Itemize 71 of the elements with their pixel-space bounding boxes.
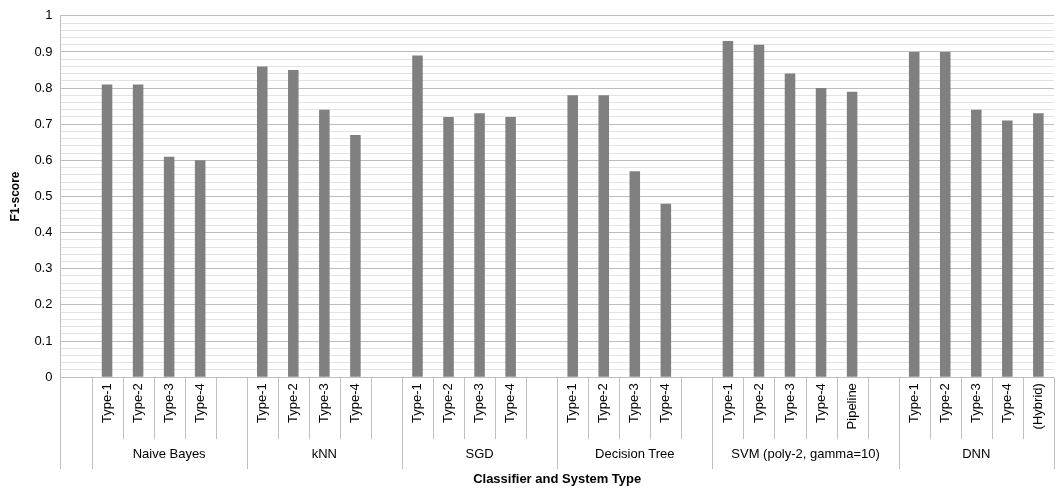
y-tick-label: 0.9	[34, 43, 53, 59]
bar	[971, 109, 982, 377]
y-tick-label: 0	[45, 368, 53, 384]
y-axis-title: F1-score	[7, 171, 22, 222]
y-tick-label: 0.2	[34, 296, 53, 312]
text: DNN	[962, 445, 991, 461]
text: SGD	[465, 445, 494, 461]
bar	[598, 95, 610, 377]
text: Decision Tree	[595, 445, 675, 461]
bar	[908, 51, 920, 377]
bar	[722, 41, 734, 377]
text: SVM (poly-2, gamma=10)	[731, 445, 880, 461]
y-tick-label: 1	[45, 7, 53, 23]
bar	[474, 113, 485, 377]
bar	[288, 70, 299, 377]
x-tick-label: Type-3	[471, 383, 487, 423]
x-tick-label: Type-3	[781, 383, 797, 423]
bar	[567, 95, 578, 377]
y-tick-label: 0.6	[34, 151, 53, 167]
x-tick-label: Type-2	[936, 383, 952, 423]
bar	[939, 51, 951, 377]
x-tick-label: Type-3	[315, 383, 331, 423]
x-tick-label: Type-3	[626, 383, 642, 423]
bar	[256, 66, 268, 377]
x-tick-label: Type-4	[657, 383, 673, 423]
x-tick-label: Type-2	[595, 383, 611, 423]
bar	[101, 84, 113, 377]
bar	[443, 116, 454, 377]
y-tick-label: 0.5	[34, 188, 53, 204]
x-tick-label: Type-1	[98, 383, 114, 423]
x-tick-label: Type-1	[409, 383, 425, 423]
bar	[753, 44, 765, 377]
bar	[1033, 113, 1044, 377]
y-tick-label: 0.4	[34, 224, 53, 240]
y-tick-label: 0.8	[34, 79, 53, 95]
x-tick-label: Type-2	[129, 383, 145, 423]
bar	[194, 160, 206, 377]
bar	[505, 116, 516, 377]
bar	[784, 73, 796, 377]
x-axis-title: Classifier and System Type	[473, 470, 642, 486]
x-tick-label: Type-2	[284, 383, 300, 423]
x-tick-label: Type-2	[750, 383, 766, 423]
bar	[319, 109, 330, 377]
bar	[846, 91, 858, 377]
y-tick-label: 0.3	[34, 260, 53, 276]
text: Naive Bayes	[132, 445, 207, 461]
x-tick-label: Type-1	[719, 383, 735, 423]
x-tick-label: Type-1	[564, 383, 580, 423]
x-tick-label: Type-1	[253, 383, 269, 423]
bar	[660, 203, 672, 377]
x-tick-label: Type-4	[812, 383, 828, 423]
x-tick-label: Type-1	[905, 383, 921, 423]
x-tick-label: Type-4	[191, 383, 207, 423]
text: kNN	[311, 445, 337, 461]
bar	[132, 84, 144, 377]
x-tick-label: Type-3	[160, 383, 176, 423]
bar	[629, 171, 641, 377]
x-tick-label: Type-2	[440, 383, 456, 423]
bar	[163, 156, 175, 377]
x-tick-label: (Hybrid)	[1029, 383, 1045, 430]
x-tick-label: Type-4	[502, 383, 518, 423]
x-tick-label: Type-4	[346, 383, 362, 423]
bar	[412, 55, 423, 377]
bar	[815, 88, 827, 377]
y-tick-label: 0.1	[34, 332, 53, 348]
x-tick-label: Type-3	[967, 383, 983, 423]
bar	[350, 135, 361, 377]
bar	[1002, 120, 1013, 377]
y-tick-label: 0.7	[34, 115, 53, 131]
x-tick-label: Pipeline	[843, 383, 859, 430]
x-tick-label: Type-4	[998, 383, 1014, 423]
